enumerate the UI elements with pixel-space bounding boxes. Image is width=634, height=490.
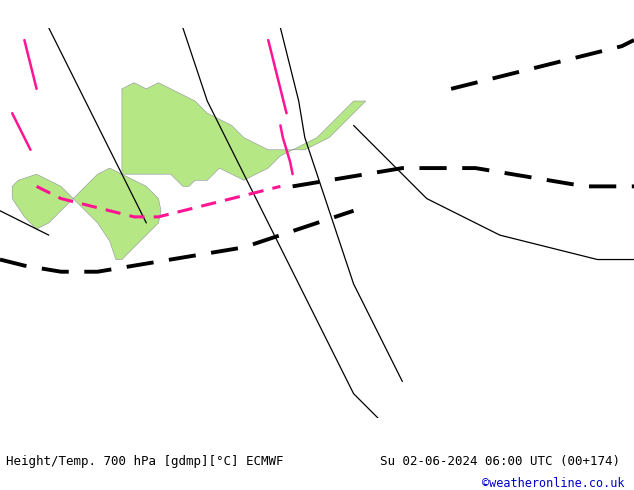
Text: Height/Temp. 700 hPa [gdmp][°C] ECMWF: Height/Temp. 700 hPa [gdmp][°C] ECMWF — [6, 455, 284, 468]
Text: Su 02-06-2024 06:00 UTC (00+174): Su 02-06-2024 06:00 UTC (00+174) — [380, 455, 621, 468]
Text: ©weatheronline.co.uk: ©weatheronline.co.uk — [482, 477, 624, 490]
